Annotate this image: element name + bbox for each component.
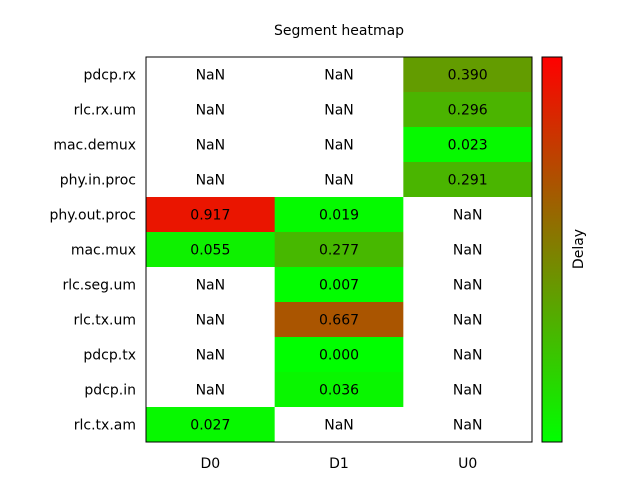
heatmap-cell	[146, 372, 276, 408]
heatmap-cell	[146, 197, 276, 233]
row-label: rlc.tx.um	[73, 313, 136, 329]
cell-value-label: NaN	[453, 418, 483, 434]
cell-value-label: 0.055	[190, 243, 230, 259]
heatmap-cell	[403, 92, 533, 128]
heatmap-cell	[403, 407, 533, 443]
heatmap-cell	[146, 407, 276, 443]
row-label: rlc.seg.um	[62, 278, 136, 294]
heatmap-cell	[403, 197, 533, 233]
cell-value-label: NaN	[324, 68, 354, 84]
heatmap-cell	[403, 372, 533, 408]
heatmap-cell	[274, 162, 404, 198]
cell-value-label: 0.291	[448, 173, 488, 189]
cell-value-label: NaN	[453, 278, 483, 294]
row-label: pdcp.in	[84, 383, 136, 399]
heatmap-cell	[274, 197, 404, 233]
cell-value-label: NaN	[453, 348, 483, 364]
cell-value-label: 0.027	[190, 418, 230, 434]
cell-value-label: 0.023	[448, 138, 488, 154]
heatmap-cell	[403, 302, 533, 338]
plot-frame	[145, 56, 533, 443]
column-labels: D0 D1 U0	[200, 456, 477, 472]
heatmap-cell	[403, 337, 533, 373]
row-label: rlc.rx.um	[74, 103, 136, 119]
cell-value-label: NaN	[196, 348, 226, 364]
cell-value-label: 0.917	[190, 208, 230, 224]
column-label: D1	[329, 456, 349, 472]
heatmap-cell	[146, 232, 276, 268]
cell-value-label: 0.667	[319, 313, 359, 329]
cell-value-label: NaN	[453, 243, 483, 259]
row-label: phy.in.proc	[60, 173, 136, 189]
cell-value-label: NaN	[324, 138, 354, 154]
row-labels: pdcp.rx rlc.rx.um mac.demux phy.in.proc phy.…	[50, 68, 136, 434]
colorbar	[541, 56, 563, 443]
heatmap-cell	[403, 267, 533, 303]
colorbar-label: Delay	[571, 229, 587, 269]
heatmap-cell	[146, 57, 276, 93]
cell-value-label: NaN	[196, 313, 226, 329]
heatmap-cell	[146, 162, 276, 198]
cell-value-label: NaN	[196, 103, 226, 119]
heatmap-cell	[274, 267, 404, 303]
heatmap-cell	[146, 127, 276, 163]
column-label: U0	[458, 456, 477, 472]
cell-value-label: 0.296	[448, 103, 488, 119]
cell-value-label: 0.277	[319, 243, 359, 259]
cell-value-label: NaN	[324, 173, 354, 189]
cell-value-label: NaN	[196, 278, 226, 294]
heatmap-cell	[146, 337, 276, 373]
cell-value-label: NaN	[196, 138, 226, 154]
cell-value-label: 0.019	[319, 208, 359, 224]
heatmap-cells: NaN NaN 0.390 NaN NaN 0.296 NaN NaN 0.023 NaN NaN 0…	[146, 57, 533, 443]
heatmap-cell	[403, 232, 533, 268]
heatmap-cell	[274, 407, 404, 443]
row-label: rlc.tx.am	[74, 418, 136, 434]
cell-value-label: NaN	[196, 68, 226, 84]
row-label: pdcp.rx	[84, 68, 136, 84]
cell-value-label: NaN	[196, 173, 226, 189]
heatmap-cell	[403, 162, 533, 198]
cell-value-label: NaN	[453, 208, 483, 224]
heatmap-cell	[146, 267, 276, 303]
row-label: pdcp.tx	[83, 348, 136, 364]
heatmap-cell	[403, 127, 533, 163]
cell-value-label: 0.000	[319, 348, 359, 364]
heatmap-cell	[274, 372, 404, 408]
cell-value-label: 0.007	[319, 278, 359, 294]
chart-title: Segment heatmap	[274, 23, 404, 39]
cell-value-label: NaN	[196, 383, 226, 399]
heatmap-cell	[274, 302, 404, 338]
heatmap-cell	[274, 57, 404, 93]
cell-value-label: NaN	[324, 418, 354, 434]
cell-value-label: 0.036	[319, 383, 359, 399]
column-label: D0	[200, 456, 220, 472]
heatmap-cell	[274, 337, 404, 373]
row-label: mac.demux	[53, 138, 136, 154]
cell-value-label: NaN	[453, 313, 483, 329]
cell-value-label: NaN	[453, 383, 483, 399]
heatmap-cell	[403, 57, 533, 93]
heatmap-cell	[274, 232, 404, 268]
heatmap-cell	[146, 92, 276, 128]
heatmap-cell	[146, 302, 276, 338]
heatmap-cell	[274, 92, 404, 128]
heatmap-cell	[274, 127, 404, 163]
cell-value-label: 0.390	[448, 68, 488, 84]
cell-value-label: NaN	[324, 103, 354, 119]
row-label: phy.out.proc	[50, 208, 136, 224]
row-label: mac.mux	[71, 243, 136, 259]
